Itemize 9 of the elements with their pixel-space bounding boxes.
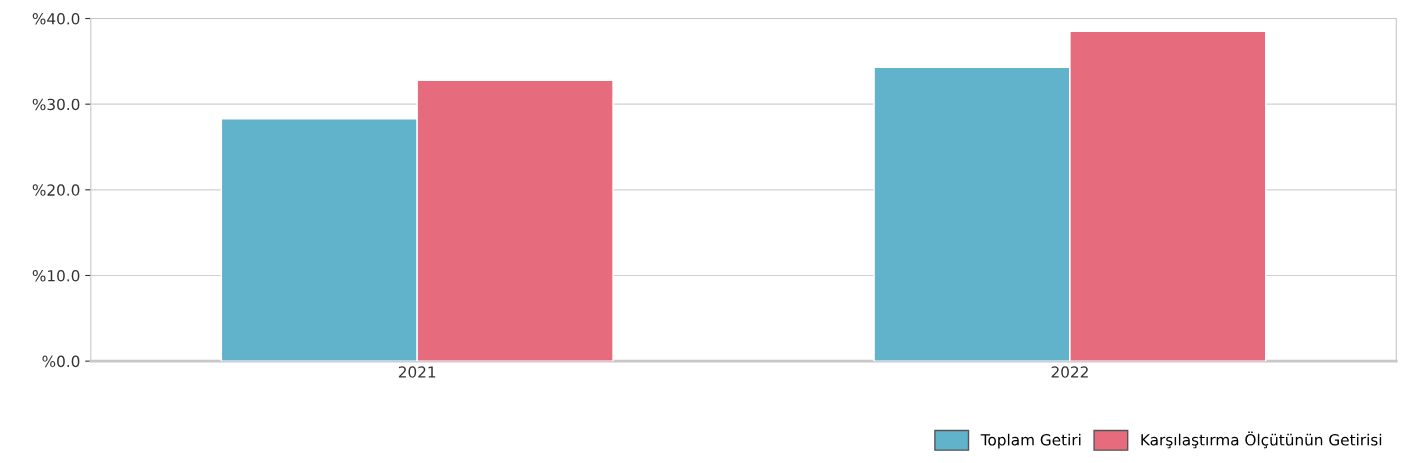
- legend-label: Karşılaştırma Ölçütünün Getirisi: [1141, 431, 1382, 449]
- y-tick-label: %0.0: [42, 355, 80, 368]
- y-tick-label: %10.0: [32, 269, 80, 282]
- x-tick-label: 2021: [398, 366, 436, 378]
- y-tick-label: %30.0: [32, 98, 80, 111]
- x-tick-label: 2022: [1051, 366, 1088, 378]
- legend-label: Toplam Getiri: [980, 433, 1081, 449]
- y-tick-label: %20.0: [32, 184, 80, 196]
- y-tick-label: %40.0: [32, 12, 80, 25]
